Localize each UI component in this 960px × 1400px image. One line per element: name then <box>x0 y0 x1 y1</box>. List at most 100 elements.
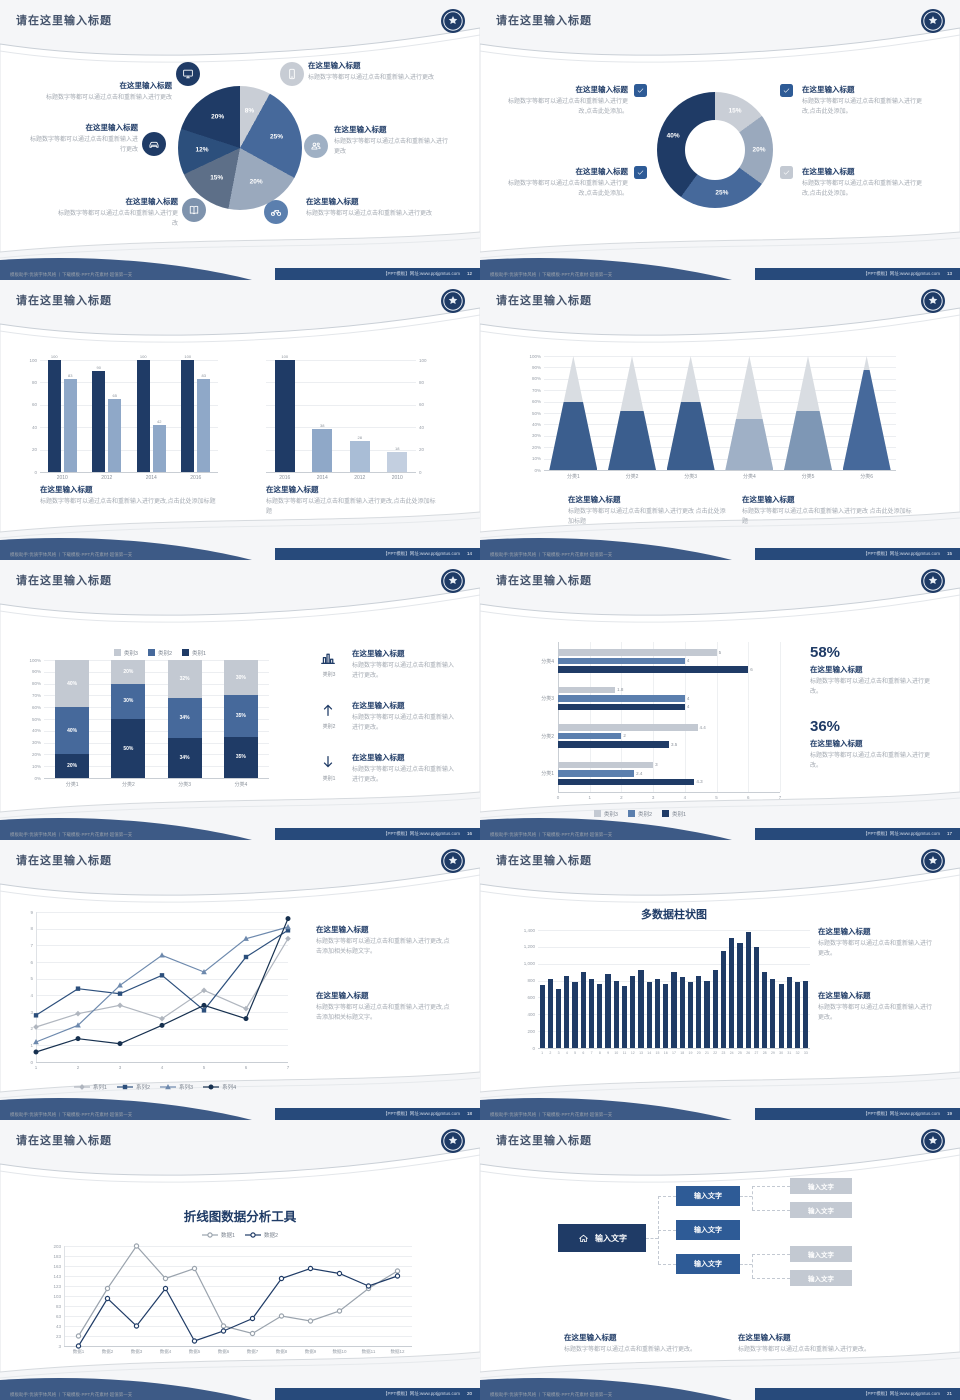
hbar-stats-slide[interactable]: 请在这里输入标题 0 1 2 3 4 5 6 7 分类1 3 2.4 4.3 分类2 4.4 2 3.5 分类3… <box>480 560 960 840</box>
gridline <box>36 1012 288 1013</box>
x-tick-label: 6 <box>747 795 750 800</box>
gridline <box>64 1266 412 1267</box>
gridline <box>36 928 288 930</box>
multi-column-chart-slide[interactable]: 请在这里输入标题 多数据柱状图 0 200 400 600 800 1,000 1,200 1,… <box>480 840 960 1120</box>
item-text: 标题数字等都可以通过点击和重新输入进行更改,点击此处添加。 <box>802 99 923 115</box>
y-tick-label: 0 <box>30 1059 33 1065</box>
bar <box>564 975 570 1048</box>
gridline <box>44 683 269 685</box>
line-marker <box>75 1343 82 1349</box>
multi-line-chart-slide-content: 0 1 2 3 4 5 6 7 8 9 1 2 3 4 5 6 7 系列1 系列2 系列3 系列4 在这里输入标题 标题数字… <box>0 840 480 1120</box>
slide-title: 请在这里输入标题 <box>16 1135 112 1147</box>
stat-value: 36% <box>810 718 841 735</box>
section-text: 标题数字等都可以通过点击和重新输入进行更改 点击此处添加标题 <box>568 509 726 525</box>
y-category-label: 分类2 <box>541 733 554 740</box>
bar-value-label: 65 <box>112 393 117 399</box>
y-tick-label: 50% <box>531 410 541 416</box>
x-tick-label: 数据2 <box>101 1349 114 1354</box>
stacked-bar-slide[interactable]: 请在这里输入标题 类别3 类别2 类别1 0% 10% 20% 30% 40% 50% 60% 70… <box>0 560 480 840</box>
gridline <box>36 995 288 997</box>
x-tick-label: 11 <box>622 1050 627 1055</box>
stack-segment <box>55 707 90 755</box>
line-analysis-slide[interactable]: 请在这里输入标题 折线图数据分析工具 数据1 数据2 3 23 43 63 83 103 123 1… <box>0 1120 480 1400</box>
bar-value-label: 4.4 <box>699 724 706 730</box>
hierarchy-diagram-slide[interactable]: 请在这里输入标题 输入文字 输入文字 输入文字 输入文字 输入文字 输入文字 输入文字 输入文… <box>480 1120 960 1400</box>
gridline <box>538 946 810 948</box>
stack-segment <box>223 660 258 696</box>
y-axis-line <box>558 642 559 792</box>
bar <box>712 970 718 1048</box>
pie-infographic-slide[interactable]: 请在这里输入标题 在这里输入标题 标题数字等都可以通过点击和重新输入进行更改 在这里… <box>0 0 480 280</box>
item-title: 在这里输入标题 <box>802 167 855 176</box>
segment-label: 32% <box>179 675 190 682</box>
bar <box>387 451 408 472</box>
stack-segment <box>167 697 202 738</box>
page-number: 12 <box>466 271 472 276</box>
x-tick-label: 1 <box>588 795 591 800</box>
section-title: 在这里输入标题 <box>568 495 621 504</box>
line-marker <box>220 1328 227 1334</box>
bar <box>558 741 669 748</box>
bar <box>197 379 211 472</box>
y-tick-label: 7 <box>30 942 33 948</box>
x-tick-label: 数据6 <box>217 1349 230 1354</box>
line-marker <box>243 954 249 960</box>
footer-url: 【PPT模板】网址:www.pptjgmtus.com <box>862 1391 940 1396</box>
slide-footer: 模板助手:优质字体风格 丨下载模板·PPT片花素材·超值第一支 【PPT模板】网… <box>480 1108 960 1120</box>
node-label: 输入文字 <box>595 1233 627 1243</box>
y-tick-label: 30% <box>31 740 41 746</box>
y-tick-label: 0% <box>34 775 41 781</box>
gridline <box>36 978 288 980</box>
bar-value-label: 90 <box>96 365 101 371</box>
bar <box>663 983 669 1048</box>
line-chart-canvas <box>75 1243 401 1349</box>
footer-url: 【PPT模板】网址:www.pptjgmtus.com <box>862 1111 940 1116</box>
footer-site-text: 【PPT模板】网址:www.pptjgmtus.com 13 <box>755 268 960 280</box>
bar <box>558 657 685 664</box>
leaf-node: 输入文字 <box>790 1202 852 1218</box>
multi-line-chart-slide[interactable]: 请在这里输入标题 0 1 2 3 4 5 6 7 8 9 1 2 3 4 5 6 7 系列1 系列2 系列3 系列4 在这… <box>0 840 480 1120</box>
chart-legend: 数据1 数据2 <box>60 1226 420 1244</box>
donut-checklist-slide[interactable]: 请在这里输入标题 15% 20% 25% 40% 在这里输入标题 标题数字等都可以通过点击… <box>480 0 960 280</box>
bar <box>613 980 619 1048</box>
y-tick-label: 6 <box>30 959 33 965</box>
text-section: 在这里输入标题 标题数字等都可以通过点击和重新输入进行更改,点击添加相关标题文字。 <box>316 990 454 1023</box>
footer-site-text: 【PPT模板】网址:www.pptjgmtus.com 16 <box>275 828 480 840</box>
chart-title: 折线图数据分析工具 <box>183 1210 297 1224</box>
legend-label: 系列3 <box>179 1084 194 1091</box>
slide-title: 请在这里输入标题 <box>496 855 592 867</box>
x-tick-label: 32 <box>795 1050 800 1055</box>
x-tick-label: 16 <box>663 1050 668 1055</box>
y-tick-label: 20% <box>531 444 541 450</box>
y-tick-label: 1,400 <box>523 927 535 933</box>
line-marker <box>117 1041 123 1047</box>
y-tick-label: 70% <box>531 387 541 393</box>
segment-label: 20% <box>67 763 78 770</box>
item-title: 在这里输入标题 <box>125 197 179 206</box>
y-tick-label: 23 <box>55 1333 61 1339</box>
stack-segment <box>223 695 258 737</box>
legend-item: 数据1 <box>201 1231 235 1239</box>
y-tick-label: 163 <box>53 1263 61 1269</box>
bar-value-label: 2.4 <box>636 770 643 776</box>
connector-line <box>752 1254 753 1278</box>
line-marker <box>394 1268 401 1274</box>
branch-node: 输入文字 <box>676 1254 740 1274</box>
bar-value-label: 83 <box>201 373 206 379</box>
y-tick-label: 40% <box>531 421 541 427</box>
gridline <box>266 404 416 406</box>
line-marker <box>249 1330 256 1337</box>
section-text: 标题数字等都可以通过点击和重新输入进行更改 点击此处添加标题 <box>742 509 912 525</box>
dual-bar-chart-slide[interactable]: 请在这里输入标题 0 20 40 60 80 100 100 83 2010 90 65 2012 10… <box>0 280 480 560</box>
x-tick-label: 5 <box>202 1065 206 1070</box>
footer-credit-text: 模板助手:优质字体风格 丨下载模板·PPT片花素材·超值第一支 <box>490 271 613 277</box>
line-marker <box>201 968 207 975</box>
pyramid-chart-slide[interactable]: 请在这里输入标题 0% 10% 20% 30% 40% 50% 60% 70% 80% 90% 10… <box>480 280 960 560</box>
legend-item: 系列3 <box>160 1083 193 1091</box>
page-number: 20 <box>466 1391 472 1396</box>
bar <box>572 982 578 1048</box>
text-section: 在这里输入标题 标题数字等都可以通过点击和重新输入进行更改 点击此处添加标题 <box>742 494 912 527</box>
gridline <box>589 642 591 792</box>
legend-item: 类别3 <box>593 810 618 818</box>
pyramid-fill <box>666 401 715 470</box>
